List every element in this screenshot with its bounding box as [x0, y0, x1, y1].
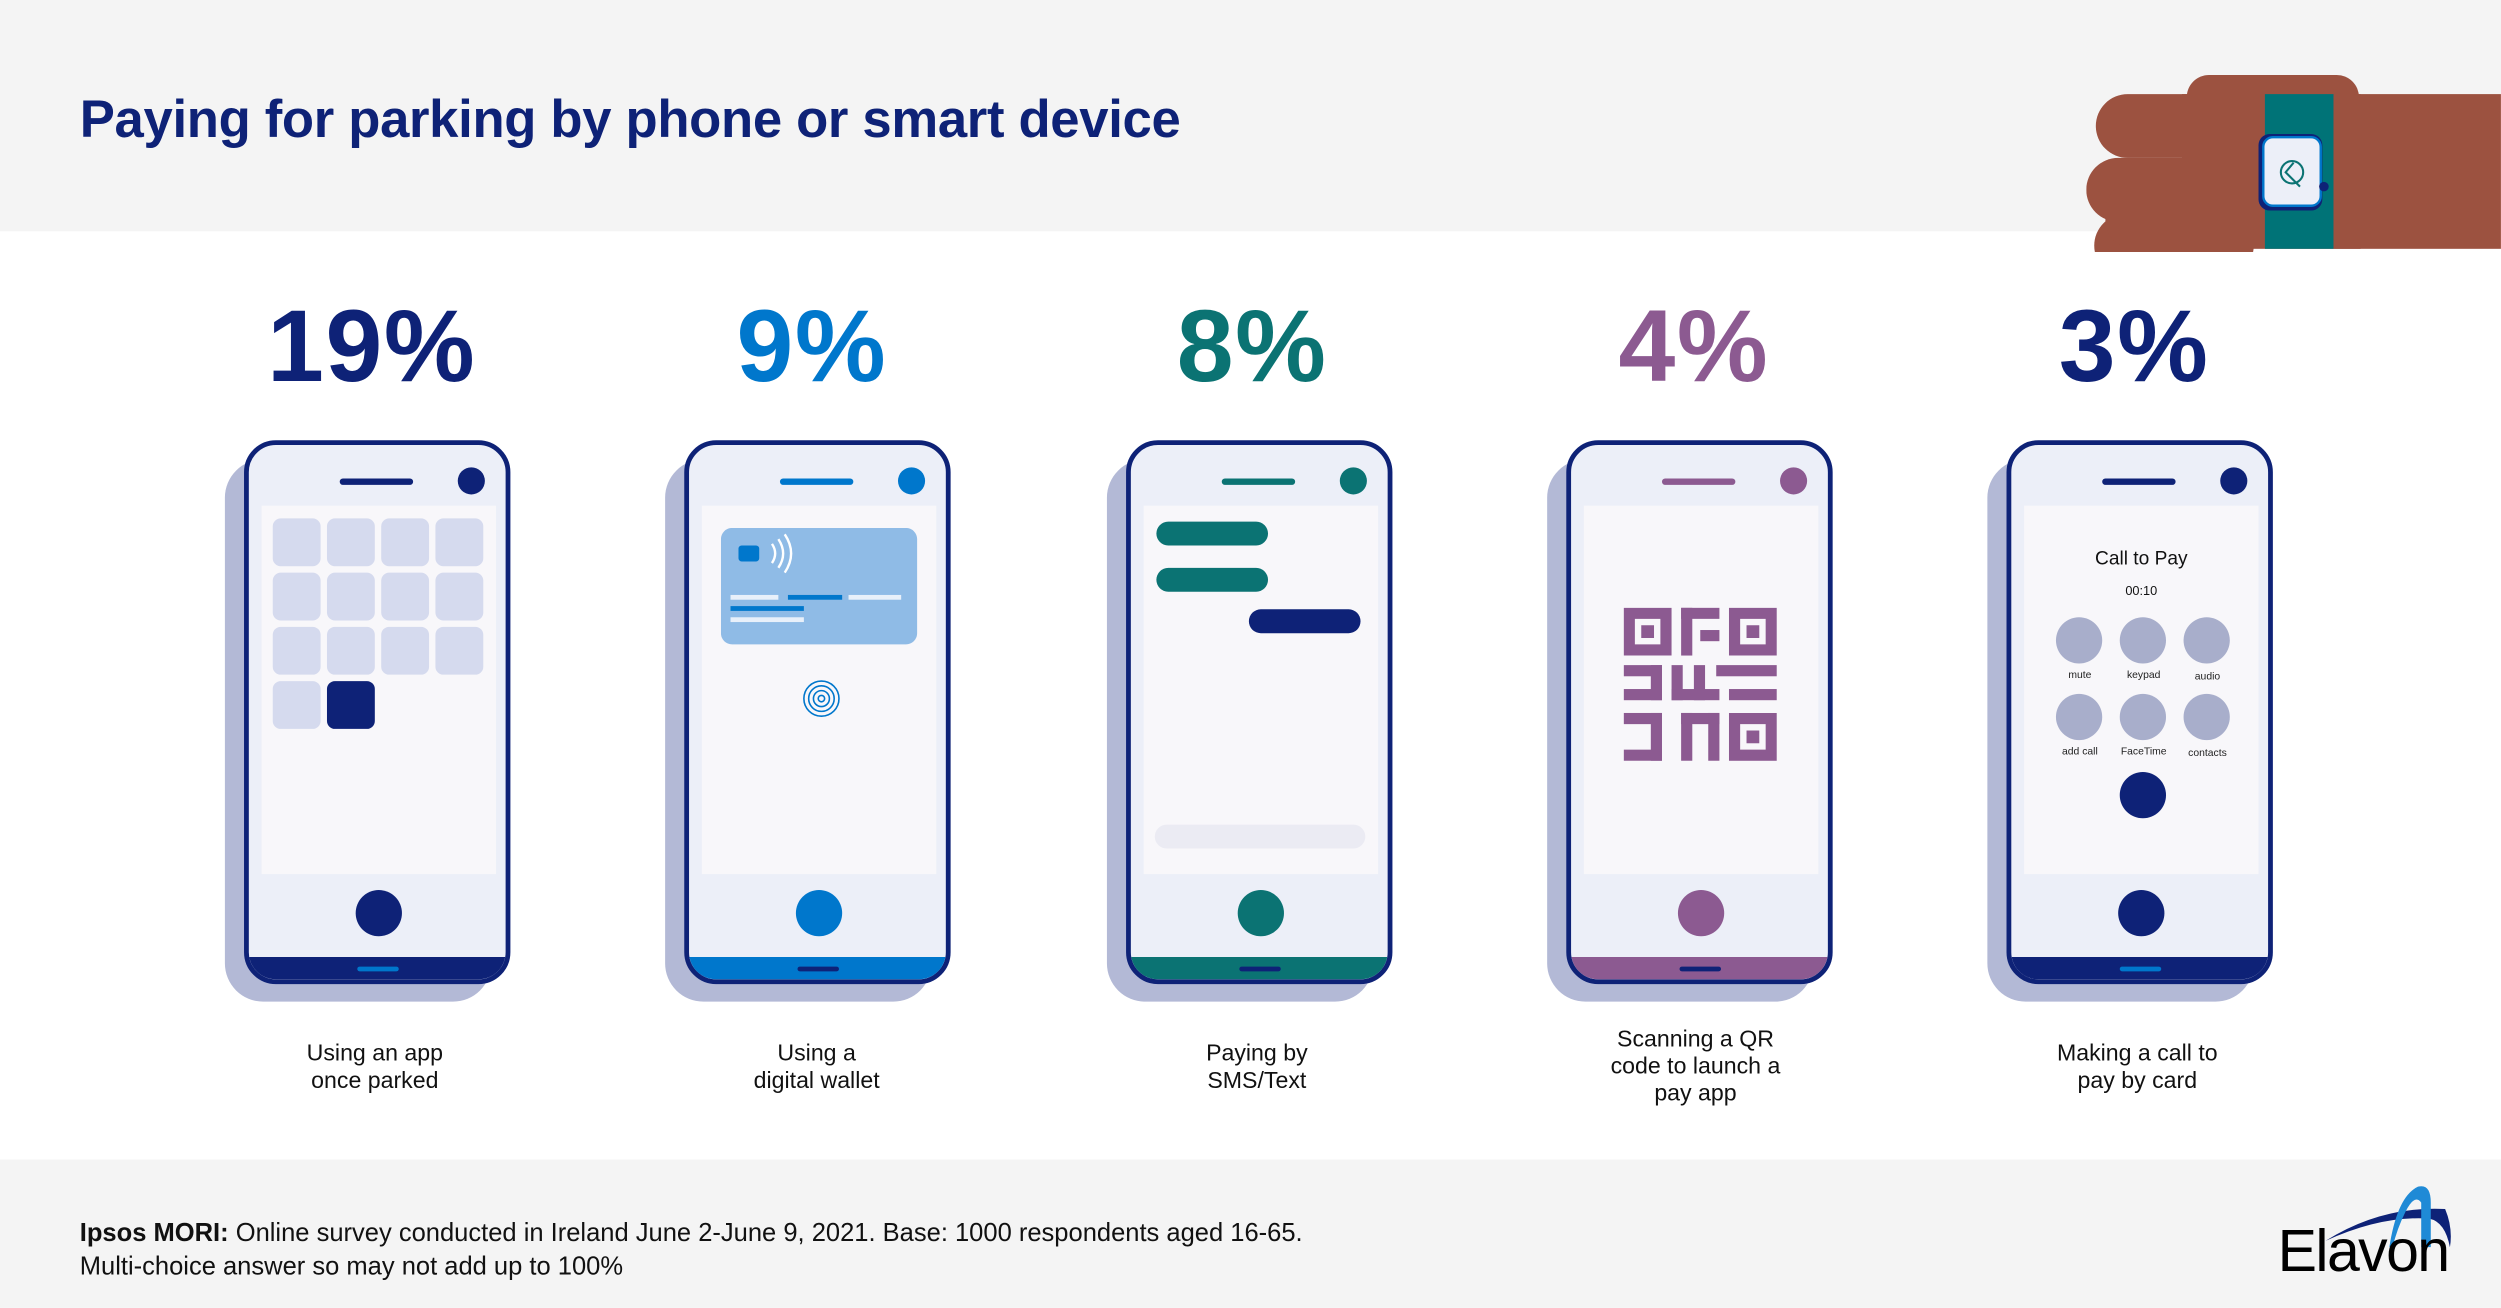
- page-title: Paying for parking by phone or smart dev…: [79, 89, 1181, 149]
- percent-call: 3%: [2058, 288, 2210, 404]
- percent-sms: 8%: [1176, 288, 1328, 404]
- call-button-contacts: contacts: [2188, 748, 2227, 760]
- phone-call-illustration: Call to Pay 00:10 mute keypad audio add …: [1987, 440, 2278, 1002]
- header-band: [0, 0, 2501, 232]
- sms-bubble: [1156, 521, 1269, 546]
- app-grid-screen: [261, 505, 497, 875]
- call-button-add-call: add call: [2062, 746, 2098, 758]
- wrist-smartwatch-illustration: [2086, 74, 2501, 253]
- call-button-audio: audio: [2194, 671, 2221, 683]
- end-call-button: [2119, 771, 2167, 819]
- phone-wallet-illustration: [665, 440, 955, 1002]
- sms-bubble: [1248, 609, 1361, 634]
- qr-code-icon: [1623, 607, 1777, 761]
- label-qr: Scanning a QR code to launch a pay app: [1610, 1027, 1781, 1107]
- phone-qr-illustration: [1547, 440, 1837, 1002]
- percent-app: 19%: [267, 288, 477, 404]
- parking-app-icon: [326, 681, 375, 729]
- percent-qr: 4%: [1618, 288, 1770, 404]
- elavon-logo: Elavon: [2278, 1183, 2469, 1287]
- call-title: Call to Pay: [2095, 547, 2188, 570]
- smartwatch-icon: [2258, 133, 2329, 211]
- call-timer: 00:10: [2125, 583, 2158, 599]
- phone-sms-illustration: [1106, 440, 1397, 1002]
- label-call: Making a call to pay by card: [2056, 1041, 2218, 1095]
- disclaimer-note: Multi-choice answer so may not add up to…: [79, 1253, 624, 1281]
- call-button-mute: mute: [2068, 669, 2092, 682]
- call-button-keypad: keypad: [2126, 669, 2161, 682]
- call-button-facetime: FaceTime: [2120, 746, 2167, 758]
- source-note: Ipsos MORI: Online survey conducted in I…: [79, 1220, 1303, 1248]
- label-wallet: Using a digital wallet: [753, 1041, 880, 1095]
- phone-app-illustration: [224, 440, 515, 1002]
- percent-wallet: 9%: [736, 288, 888, 404]
- footer-band: [0, 1159, 2501, 1308]
- fingerprint-icon: [803, 680, 840, 717]
- sms-bubble: [1156, 567, 1269, 592]
- label-sms: Paying by SMS/Text: [1206, 1041, 1308, 1095]
- label-app: Using an app once parked: [306, 1041, 443, 1095]
- sms-input-bar: [1154, 824, 1366, 849]
- contactless-card-icon: [720, 527, 918, 645]
